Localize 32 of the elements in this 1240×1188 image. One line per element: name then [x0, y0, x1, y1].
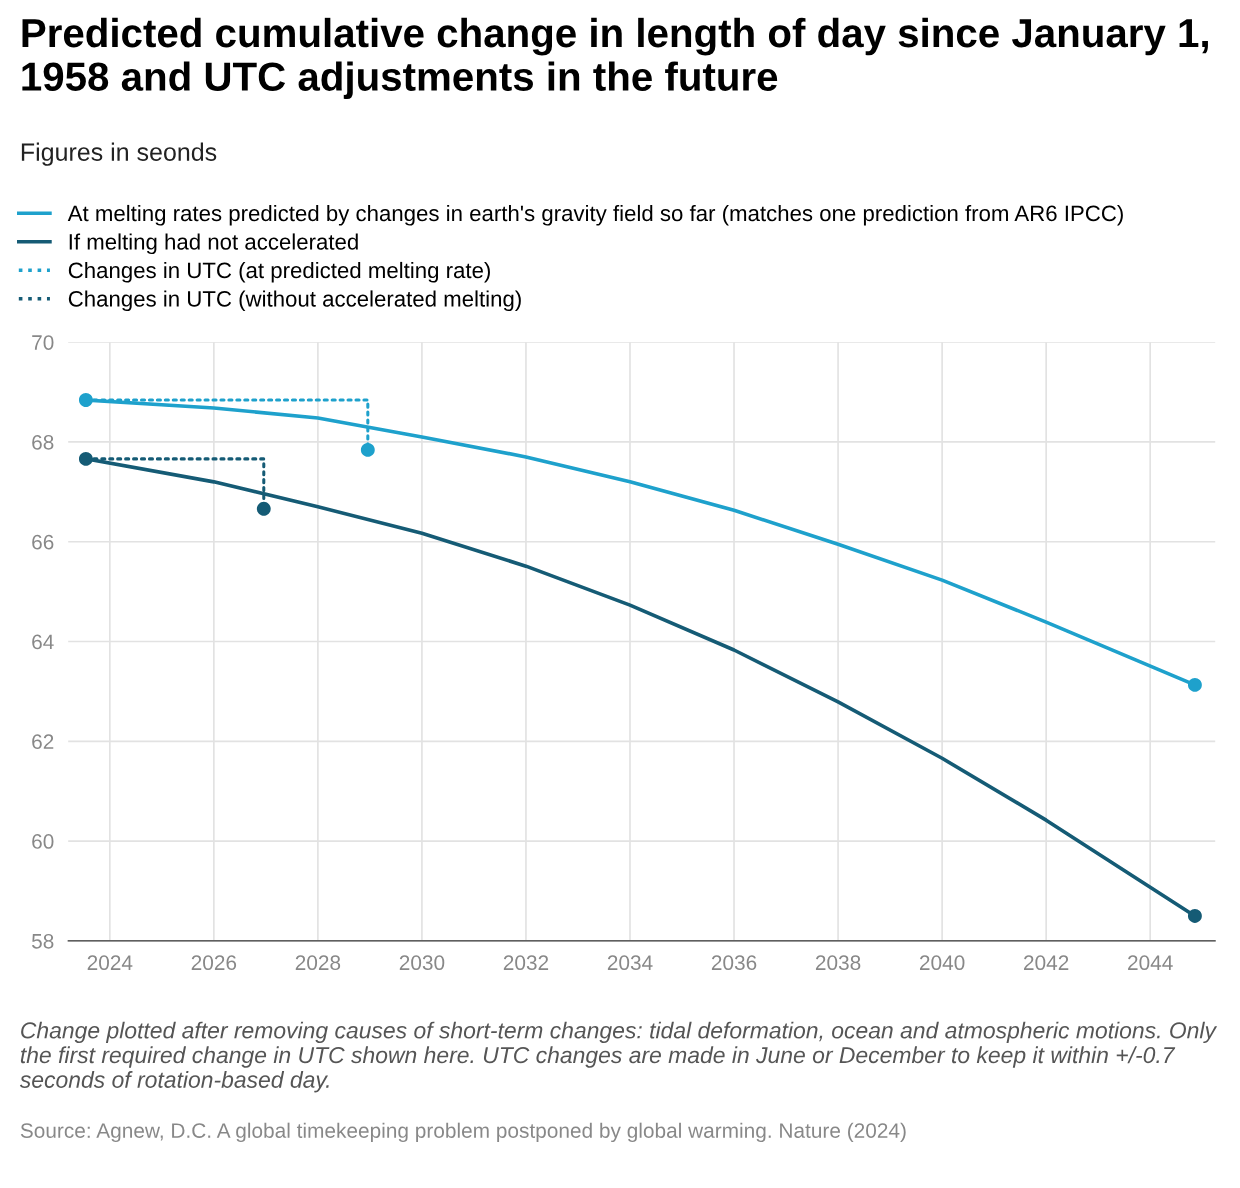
text: Change plotted after removing causes of short-term changes: tidal deformation, ocean and atmospheric motions. Only the first required change in UTC shown here. UTC changes are made in June or December to keep it within +/-0.7 seconds of rotation-based day.: [19, 1021, 1218, 1093]
y-tick-label: 64: [32, 634, 54, 650]
chart-subtitle: Figures in seonds: [21, 142, 217, 166]
point: [78, 451, 93, 466]
legend-label: Changes in UTC (without accelerated melting): [68, 290, 521, 312]
x-tick-label: 2042: [1024, 955, 1069, 971]
x-tick-label: 2032: [503, 955, 549, 971]
chart-title: Predicted cumulative change in length of day since January 1, 1958 and UTC adjustments in the future: [22, 17, 1208, 99]
y-tick-label: 62: [32, 734, 54, 750]
legend-label: If melting had not accelerated: [69, 233, 358, 255]
y-tick-label: 58: [31, 933, 54, 949]
point: [256, 501, 271, 516]
y-tick-label: 68: [32, 434, 54, 450]
x-tick-label: 2044: [1128, 955, 1173, 971]
point: [78, 393, 93, 407]
point: [1187, 909, 1202, 923]
y-tick-label: 70: [32, 335, 54, 350]
legend-label: Changes in UTC (at predicted melting rate): [68, 261, 490, 283]
x-tick-label: 2030: [399, 955, 445, 971]
x-tick-label: 2034: [607, 955, 653, 971]
x-tick-label: 2040: [919, 955, 965, 971]
x-tick-label: 2036: [711, 955, 757, 971]
x-tick-label: 2026: [191, 955, 237, 971]
point: [360, 442, 375, 457]
legend-label: At melting rates predicted by changes in earth's gravity field so far (matches one prediction from AR6 IPCC): [67, 204, 1123, 226]
y-tick-label: 66: [32, 534, 54, 550]
point: [1187, 677, 1202, 692]
x-tick-label: 2024: [87, 955, 133, 971]
x-tick-label: 2028: [295, 955, 341, 971]
y-tick-label: 60: [32, 834, 54, 849]
source-note: Source: Agnew, D.C. A global timekeeping problem postponed by global warming. Nature (2024): [20, 1122, 906, 1143]
x-tick-label: 2038: [815, 955, 861, 971]
